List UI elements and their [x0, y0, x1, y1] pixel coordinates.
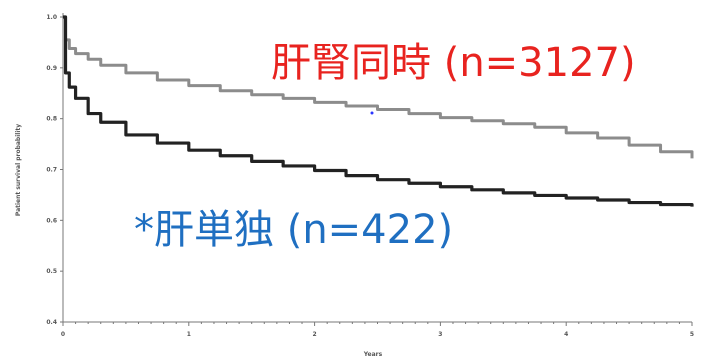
x-tick-label: 2	[313, 331, 317, 338]
y-axis-title: Patient survival probability	[15, 124, 22, 216]
x-axis-title: Years	[363, 351, 383, 358]
series-lines	[63, 15, 694, 207]
stray-blue-dot	[370, 111, 374, 115]
x-tick-label: 5	[690, 331, 694, 338]
y-tick-group: 0.4 0.5 0.6 0.7 0.8 0.9 1.0	[46, 14, 63, 326]
annotation-combined-transplant: 肝腎同時 (n=3127)	[271, 40, 636, 86]
y-tick-label: 0.6	[46, 217, 57, 224]
x-tick-label: 3	[438, 331, 442, 338]
y-tick-label: 1.0	[46, 14, 57, 21]
y-tick-label: 0.9	[46, 65, 57, 72]
x-tick-group: 0 1 2 3 4 5	[61, 322, 694, 338]
y-tick-label: 0.5	[46, 268, 57, 275]
annotation-liver-only: *肝単独 (n=422)	[134, 207, 454, 253]
x-tick-label: 4	[564, 331, 568, 338]
y-tick-label: 0.4	[46, 319, 57, 326]
series-line-combined	[63, 15, 694, 159]
y-tick-label: 0.8	[46, 116, 57, 123]
y-tick-label: 0.7	[46, 167, 57, 174]
series-line-liver-only	[63, 15, 694, 207]
x-tick-label: 0	[61, 331, 65, 338]
x-tick-label: 1	[187, 331, 191, 338]
